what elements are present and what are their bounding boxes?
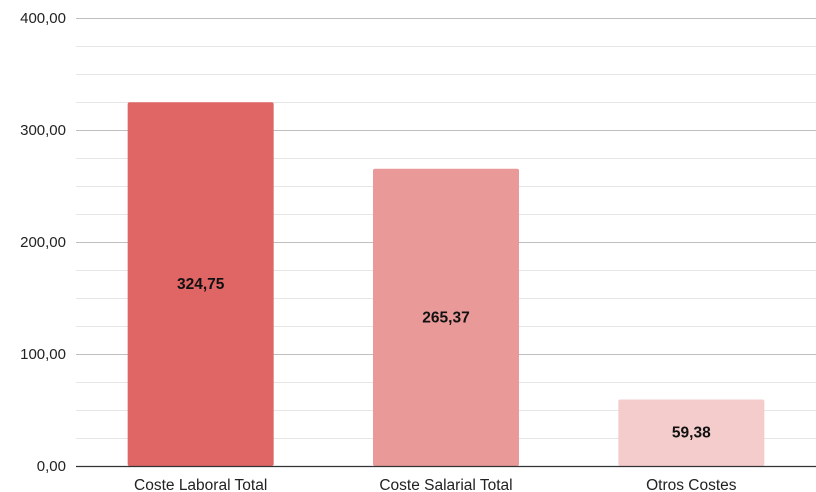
bar-data-label: 265,37 bbox=[422, 309, 469, 326]
bar bbox=[618, 399, 765, 466]
bar bbox=[373, 168, 519, 467]
x-tick-label: Coste Laboral Total bbox=[134, 477, 267, 492]
y-tick-label: 200,00 bbox=[20, 234, 66, 251]
bars bbox=[127, 102, 765, 467]
bar-data-label: 324,75 bbox=[177, 276, 225, 293]
y-tick-label: 300,00 bbox=[20, 122, 66, 139]
x-axis-category-labels: Coste Laboral Total Coste Salarial Total O… bbox=[134, 477, 737, 492]
bar-data-label: 59,38 bbox=[672, 425, 711, 442]
x-tick-label: Otros Costes bbox=[646, 477, 737, 492]
bar-data-labels: 324,75 265,37 59,38 bbox=[177, 276, 711, 442]
y-axis-tick-labels: 0,00 100,00 200,00 300,00 400,00 bbox=[20, 10, 66, 475]
x-tick-label: Coste Salarial Total bbox=[379, 477, 512, 492]
y-tick-label: 100,00 bbox=[20, 346, 66, 363]
y-tick-label: 0,00 bbox=[37, 458, 66, 475]
y-tick-label: 400,00 bbox=[20, 10, 66, 27]
bar bbox=[127, 102, 274, 466]
